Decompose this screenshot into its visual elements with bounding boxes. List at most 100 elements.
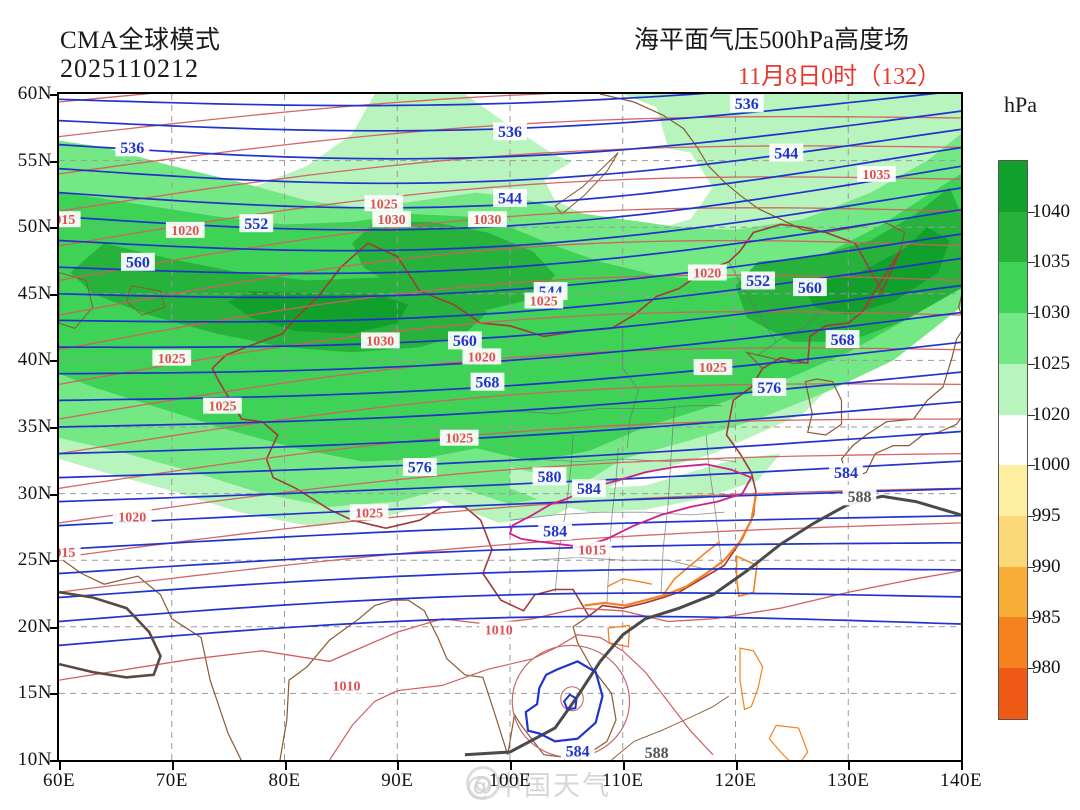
svg-text:1030: 1030 [378,213,406,228]
svg-text:1025: 1025 [355,506,383,521]
contour-label: 552 [239,214,274,233]
x-axis-tick-mark [171,762,174,770]
contour-label: 1025 [439,429,479,447]
colorbar-band [999,161,1027,212]
y-axis-tick-label: 10N [17,749,52,770]
svg-text:1020: 1020 [468,350,496,365]
weather-map-plot: 536 536 536 544 544 544 552 552 560 560 560 568 568 5… [57,92,963,762]
contour-label: 1010 [327,677,366,694]
field-title-label: 海平面气压500hPa高度场 [634,27,910,54]
contour-label: 1025 [364,195,404,212]
contour-label: 1010 [479,621,519,639]
colorbar-band [999,211,1027,263]
colorbar-tick-label: 1040 [1032,200,1070,222]
svg-text:1020: 1020 [118,510,146,525]
colorbar-band [999,617,1027,669]
svg-text:1025: 1025 [445,432,473,447]
svg-text:1015: 1015 [578,544,606,559]
y-axis-tick-mark [50,626,57,629]
contour-label: 588 [842,487,877,506]
colorbar-tick-label: 985 [1032,606,1061,628]
x-axis-tick-label: 70E [155,770,188,791]
colorbar-tick-mark [1028,363,1035,365]
svg-text:544: 544 [498,191,522,208]
y-axis-tick-mark [50,493,57,496]
y-axis-tick-label: 55N [17,149,52,171]
svg-text:568: 568 [475,375,499,392]
contour-label: 1020 [165,221,205,239]
y-axis-tick-mark [50,160,57,163]
contour-label: 1015 [59,211,81,228]
run-datetime-label: 2025110212 [60,54,200,83]
x-axis-tick-label: 120E [714,770,757,791]
colorbar-tick-mark [1028,211,1035,213]
colorbar-tick-label: 1000 [1032,454,1070,476]
colorbar-band [999,262,1027,314]
colorbar-tick-mark [1028,566,1035,568]
y-axis-tick-mark [50,360,57,363]
valid-time-label: 11月8日0时（132） [738,64,942,90]
colorbar-tick-label: 1020 [1032,403,1070,425]
x-axis-tick-mark [848,762,851,770]
svg-text:536: 536 [735,96,759,113]
x-axis-tick-mark [510,762,512,770]
svg-text:568: 568 [831,332,855,349]
watermark-label: @中国天气 [466,771,611,802]
y-axis-tick-label: 60N [17,83,52,104]
colorbar-band [999,465,1027,517]
y-axis-tick-mark [50,293,57,296]
contour-label: 560 [121,252,155,272]
colorbar-band [999,566,1027,618]
contour-label: 584 [538,521,572,541]
svg-text:552: 552 [746,273,770,290]
svg-text:1030: 1030 [473,213,501,228]
svg-text:560: 560 [453,333,477,350]
svg-text:536: 536 [120,140,144,157]
y-axis-tick-mark [50,427,57,429]
contour-label: 588 [639,743,674,760]
y-axis-tick-label: 30N [17,482,52,504]
weibo-logo-icon [466,766,500,800]
y-axis-tick-label: 40N [17,349,52,371]
y-axis-tick-label: 25N [17,549,52,571]
contour-label: 1015 [572,541,612,559]
contour-label: 1025 [152,349,192,367]
y-axis-tick-label: 20N [17,615,52,637]
colorbar-tick-label: 1035 [1032,251,1070,273]
x-axis-tick-label: 140E [939,770,983,791]
y-axis-tick-label: 45N [17,282,52,304]
contour-label: 584 [572,479,606,498]
colorbar-unit-label: hPa [1004,92,1037,117]
contour-label: 1030 [468,211,507,228]
contour-label: 1025 [524,292,564,310]
colorbar-band [999,668,1027,719]
contour-label: 576 [752,378,787,397]
x-axis-tick-mark [622,762,625,770]
colorbar-band [999,363,1027,415]
svg-text:560: 560 [798,280,822,297]
colorbar-tick-mark [1028,414,1035,416]
colorbar-tick-mark [1028,617,1035,619]
contour-label: 1015 [59,544,81,561]
contour-label: 1020 [112,508,152,525]
svg-text:1015: 1015 [59,213,75,228]
colorbar-tick-label: 995 [1032,505,1061,527]
x-axis-tick-label: 110E [602,770,644,791]
contour-label: 560 [448,331,482,350]
x-axis-tick-label: 90E [381,770,414,791]
contour-label: 536 [729,94,764,113]
colorbar-tick-mark [1028,465,1035,467]
svg-text:588: 588 [848,489,872,506]
colorbar-tick-label: 1030 [1032,302,1070,324]
contour-label: 1030 [361,332,400,350]
svg-text:1025: 1025 [209,400,237,415]
svg-text:1025: 1025 [530,295,558,310]
svg-text:1020: 1020 [171,224,199,239]
svg-text:1015: 1015 [59,546,75,561]
svg-text:552: 552 [244,216,268,233]
svg-text:1025: 1025 [158,352,186,367]
contour-label: 568 [825,330,860,349]
svg-text:1035: 1035 [862,168,890,183]
svg-text:576: 576 [757,380,781,397]
svg-text:588: 588 [645,745,669,760]
